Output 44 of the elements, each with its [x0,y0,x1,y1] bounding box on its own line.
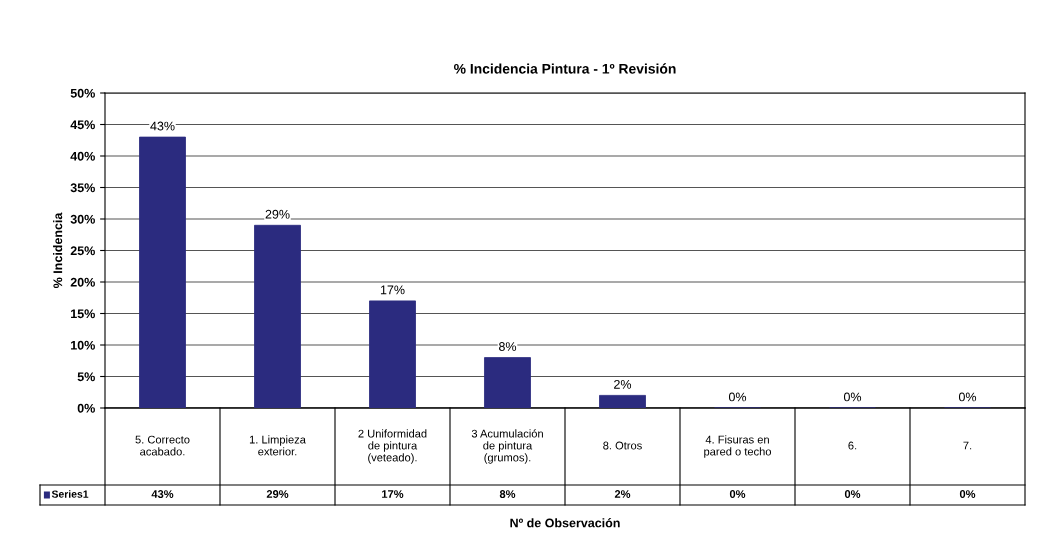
bar [484,357,531,408]
y-axis-title: % Incidencia [53,212,63,289]
data-label: 43% [151,490,174,498]
text: 29% [265,209,290,219]
text: 0% [728,392,747,402]
data-label: 0% [959,490,976,498]
y-tick-label: 45% [70,120,95,130]
data-label: 0% [844,490,861,498]
x-tick-label: 2 Uniformidad de pintura (veteado). [358,429,427,464]
text: 17% [380,285,405,295]
data-label: 29% [266,490,289,498]
x-tick-label: 4. Fisuras en pared o techo [704,435,772,458]
chart-title: % Incidencia Pintura - 1º Revisión [453,63,676,74]
x-axis-title: Nº de Observación [510,518,620,528]
x-tick-label: 8. Otros [603,441,642,450]
data-label: 0% [729,490,746,498]
data-label: 17% [382,490,404,498]
y-tick-label: 35% [70,183,95,193]
text: 43% [150,121,175,131]
y-tick-label: 0% [77,403,95,413]
y-tick-label: 30% [70,214,95,224]
x-tick-label: 6. [848,441,857,450]
data-label: 8% [499,490,516,498]
text: 0% [843,392,862,402]
data-label: 2% [614,490,631,498]
y-tick-label: 15% [71,309,95,319]
text: 0% [958,392,977,402]
y-tick-label: 50% [70,88,95,98]
y-tick-label: 25% [70,246,95,256]
bar [369,300,416,408]
x-tick-label: 7. [963,441,972,450]
x-tick-label: 1. Limpieza exterior. [249,435,306,456]
y-tick-label: 40% [70,151,95,161]
x-tick-label: 3 Acumulación de pintura (grumos). [471,429,543,464]
y-tick-label: 10% [71,340,95,350]
legend-label: Series1 [51,490,89,498]
bar [599,394,646,408]
y-tick-label: 5% [77,372,95,382]
y-tick-label: 20% [70,277,95,287]
text: 2% [614,379,632,389]
text: 8% [499,342,517,351]
bar [139,136,186,408]
bar [254,224,301,408]
x-tick-label: 5. Correcto acabado. [135,435,190,456]
